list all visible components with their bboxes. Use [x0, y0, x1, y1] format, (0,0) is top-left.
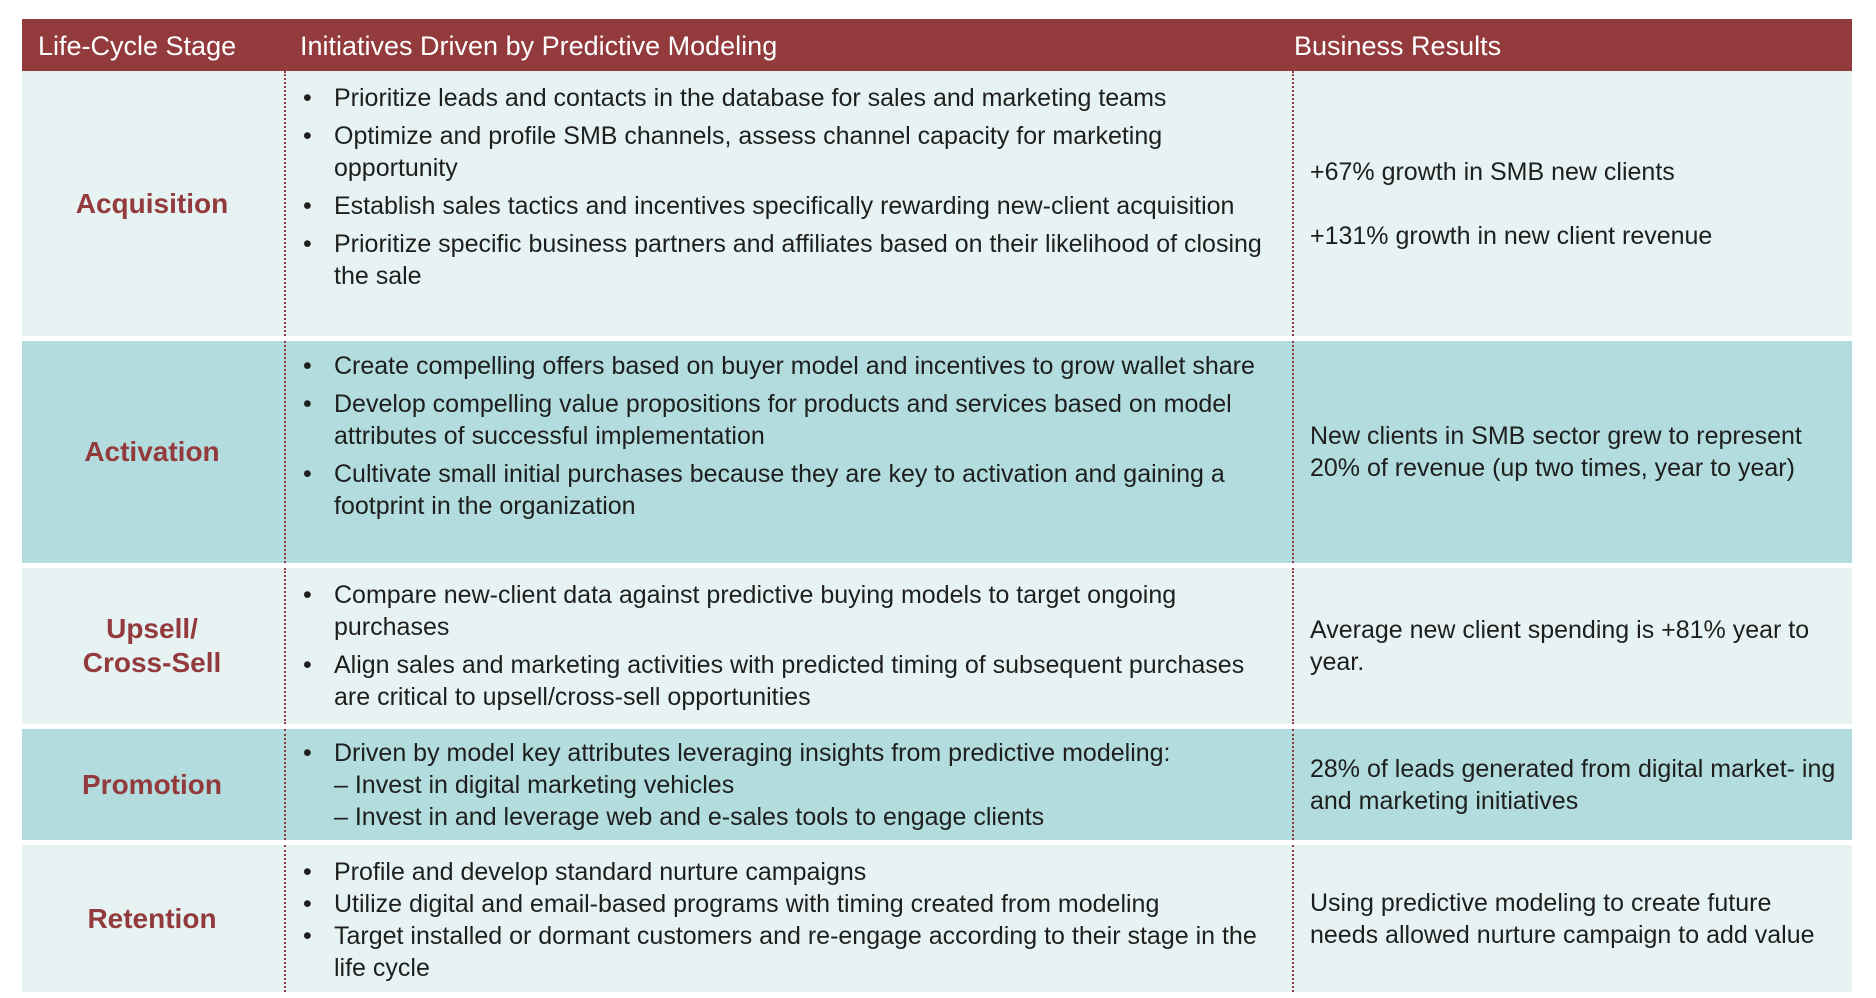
initiative-item: Create compelling offers based on buyer … — [303, 350, 1278, 382]
table-row-activation: Activation Create compelling offers base… — [22, 341, 1852, 563]
initiative-item: Utilize digital and email-based programs… — [303, 888, 1278, 920]
initiative-item: Align sales and marketing activities wit… — [303, 649, 1278, 713]
stage-label-line: Cross-Sell — [82, 647, 222, 678]
results-cell: Using predictive modeling to create futu… — [1294, 845, 1852, 992]
header-business-results: Business Results — [1294, 31, 1502, 61]
result-text: Average new client spending is +81% year… — [1310, 616, 1810, 676]
table-row-upsell-cross-sell: Upsell/ Cross-Sell Compare new-client da… — [22, 568, 1852, 724]
result-text: New clients in SMB sector grew to repres… — [1310, 422, 1802, 482]
initiatives-cell: Compare new-client data against predicti… — [284, 568, 1294, 724]
results-cell: 28% of leads generated from digital mark… — [1294, 729, 1852, 840]
result-text: +67% growth in SMB new clients — [1310, 157, 1675, 186]
result-text: +131% growth in new client revenue — [1310, 221, 1713, 250]
initiative-sub-item: – Invest in and leverage web and e-sales… — [334, 803, 1045, 831]
stage-label: Activation — [84, 436, 220, 467]
results-cell: New clients in SMB sector grew to repres… — [1294, 341, 1852, 563]
results-cell: Average new client spending is +81% year… — [1294, 568, 1852, 724]
stage-label: Promotion — [82, 768, 222, 800]
lifecycle-table: Life-Cycle Stage Initiatives Driven by P… — [22, 19, 1852, 992]
header-life-cycle-stage: Life-Cycle Stage — [38, 31, 237, 61]
initiative-item: Profile and develop standard nurture cam… — [303, 856, 1278, 888]
initiative-item: Driven by model key attributes leveragin… — [303, 737, 1278, 833]
initiative-main-text: Driven by model key attributes leveragin… — [334, 739, 1171, 767]
stage-label-line: Upsell/ — [106, 613, 198, 644]
table-row-promotion: Promotion Driven by model key attributes… — [22, 729, 1852, 840]
table-row-retention: Retention Profile and develop standard n… — [22, 845, 1852, 992]
result-text: Using predictive modeling to create futu… — [1310, 888, 1815, 949]
initiatives-cell: Prioritize leads and contacts in the dat… — [284, 71, 1294, 336]
initiative-item: Establish sales tactics and incentives s… — [303, 190, 1278, 222]
stage-label: Upsell/ Cross-Sell — [22, 568, 282, 724]
initiative-item: Prioritize specific business partners an… — [303, 228, 1278, 292]
table-header: Life-Cycle Stage Initiatives Driven by P… — [22, 19, 1852, 71]
stage-label: Retention — [87, 902, 217, 934]
initiative-item: Prioritize leads and contacts in the dat… — [303, 82, 1278, 114]
initiative-item: Compare new-client data against predicti… — [303, 579, 1278, 643]
result-text: 28% of leads generated from digital mark… — [1310, 754, 1836, 815]
initiatives-cell: Create compelling offers based on buyer … — [284, 341, 1294, 563]
stage-label: Acquisition — [75, 187, 229, 219]
initiatives-cell: Profile and develop standard nurture cam… — [284, 845, 1294, 992]
initiative-item: Develop compelling value propositions fo… — [303, 388, 1278, 452]
results-cell: +67% growth in SMB new clients +131% gro… — [1294, 71, 1852, 336]
initiative-sub-item: – Invest in digital marketing vehicles — [334, 771, 735, 799]
header-initiatives: Initiatives Driven by Predictive Modelin… — [300, 31, 778, 61]
initiatives-cell: Driven by model key attributes leveragin… — [284, 729, 1294, 840]
initiative-item: Cultivate small initial purchases becaus… — [303, 458, 1278, 522]
table-row-acquisition: Acquisition Prioritize leads and contact… — [22, 71, 1852, 336]
initiative-item: Optimize and profile SMB channels, asses… — [303, 120, 1278, 184]
initiative-item: Target installed or dormant customers an… — [303, 920, 1278, 984]
